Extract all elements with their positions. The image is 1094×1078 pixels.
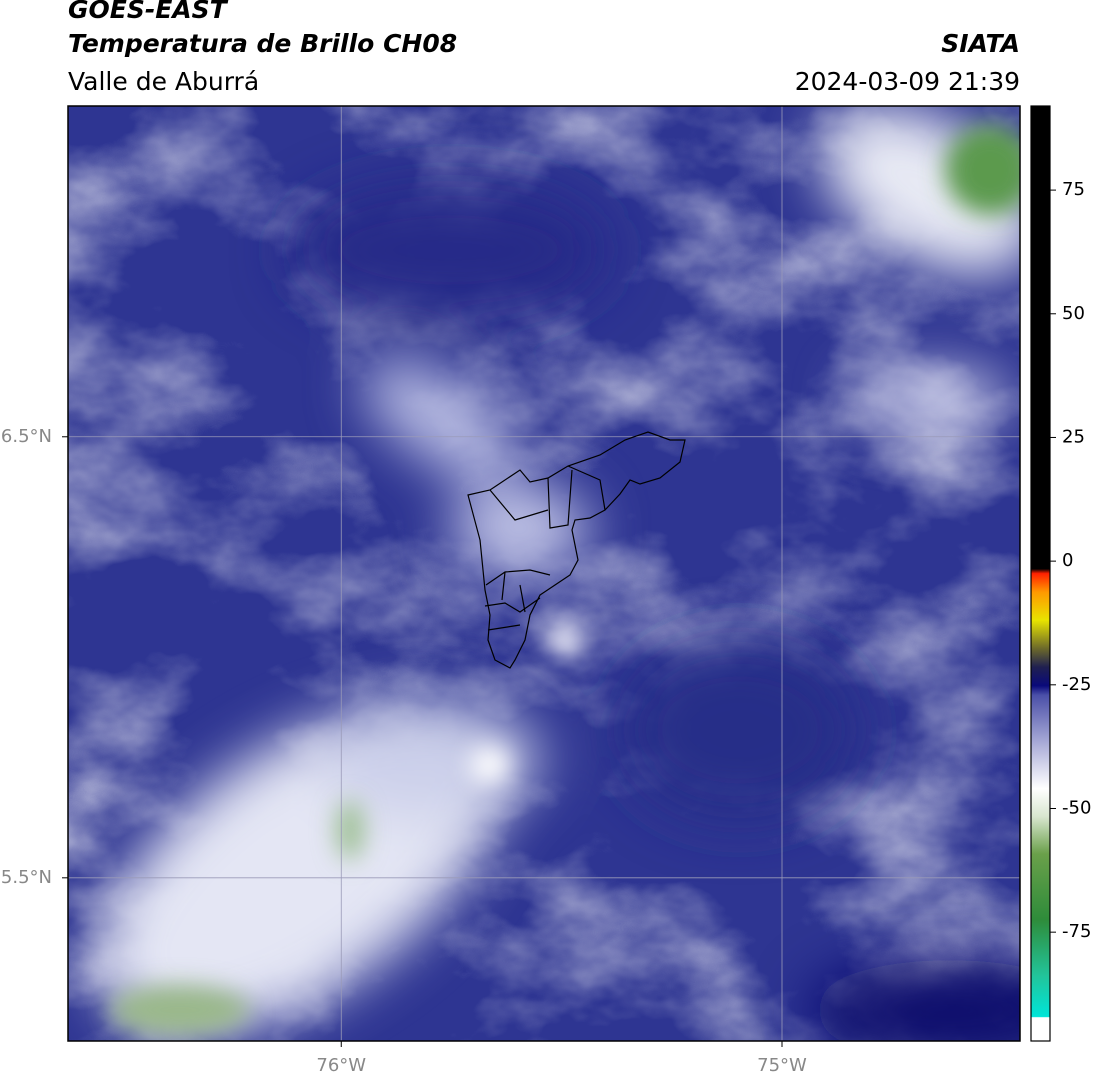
map-frame (67, 105, 1021, 1042)
lat-label: 6.5°N (1, 426, 52, 447)
colorbar-tick-label: -50 (1062, 797, 1091, 818)
lat-label: 5.5°N (1, 867, 52, 888)
colorbar-tick-label: -25 (1062, 674, 1091, 695)
region: Valle de Aburrá (68, 67, 259, 96)
source: SIATA (941, 29, 1020, 58)
lon-label: 75°W (757, 1055, 807, 1076)
subtitle: Temperatura de Brillo CH08 (68, 29, 457, 58)
colorbar-tick-label: -75 (1062, 921, 1091, 942)
title: GOES-EAST (68, 0, 229, 24)
datetime: 2024-03-09 21:39 (795, 67, 1020, 96)
colorbar-tick-label: 0 (1062, 550, 1073, 571)
satellite-image (68, 106, 1020, 1041)
colorbar-tick-label: 25 (1062, 426, 1085, 447)
lon-label: 76°W (316, 1055, 366, 1076)
colorbar (1030, 105, 1051, 1042)
colorbar-tick-label: 50 (1062, 303, 1085, 324)
colorbar-tick-label: 75 (1062, 179, 1085, 200)
municipal-boundaries (467, 431, 686, 669)
